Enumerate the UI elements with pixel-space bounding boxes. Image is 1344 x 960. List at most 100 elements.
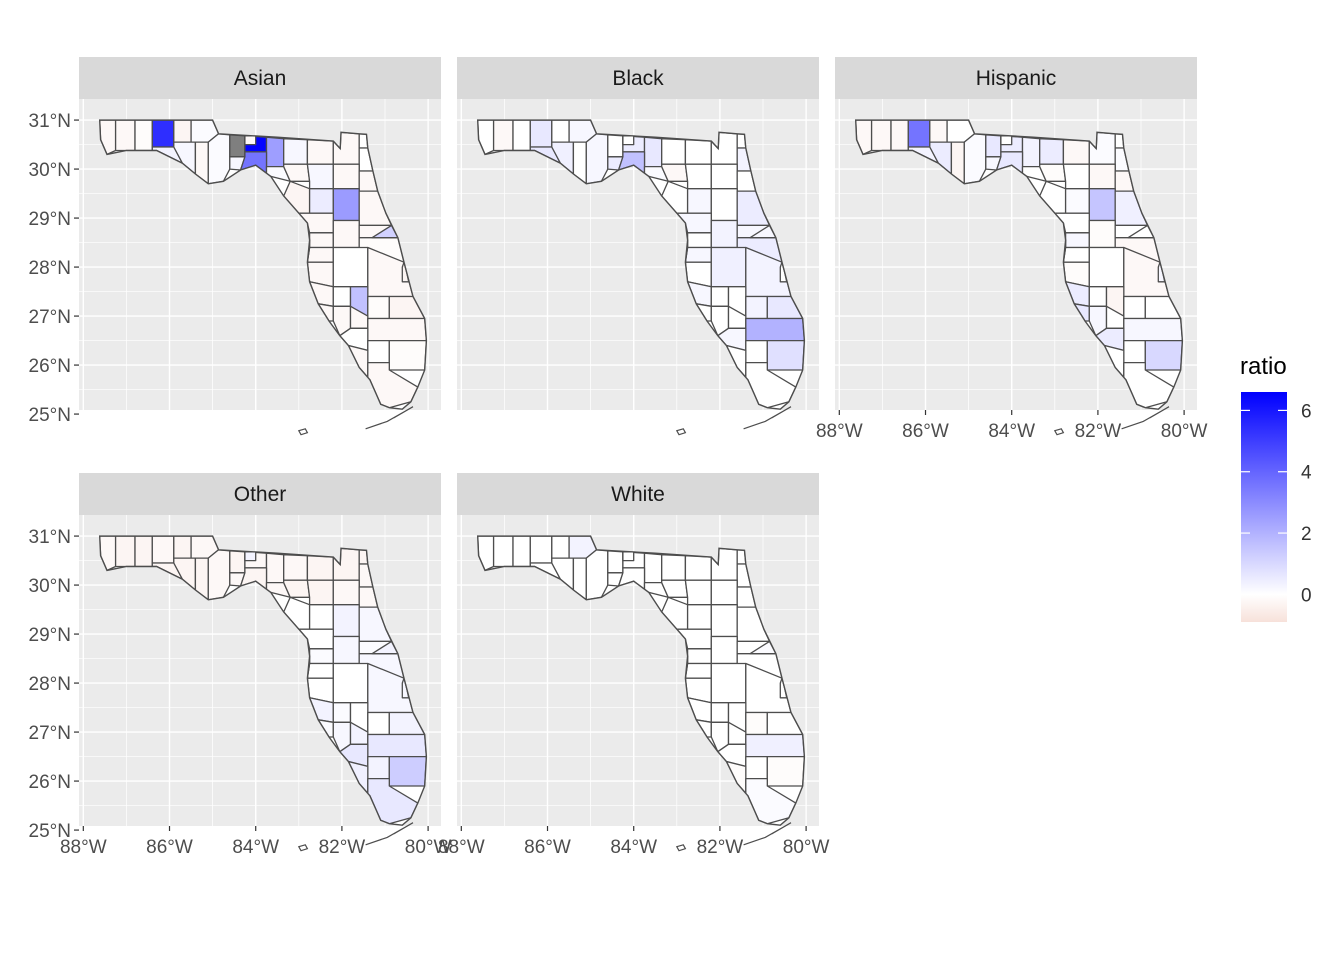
florida-keys [365, 822, 414, 846]
island-outline [1053, 428, 1065, 436]
county-polygon [207, 549, 231, 601]
county-polygon [1000, 135, 1013, 146]
county-polygon [283, 579, 311, 598]
county-polygon [1088, 163, 1116, 190]
facet-strip [835, 57, 1197, 99]
county-polygon [173, 536, 192, 559]
county-polygon [1064, 232, 1090, 249]
county-polygon [1123, 339, 1146, 364]
legend-tick-label: 4 [1301, 463, 1312, 484]
county-polygon [283, 554, 309, 581]
county-polygon [306, 662, 334, 679]
county-polygon [308, 648, 334, 665]
county-polygon [710, 188, 738, 222]
county-polygon [308, 604, 334, 630]
county-polygon [686, 648, 712, 665]
county-polygon [229, 550, 246, 574]
island-outline [675, 428, 687, 436]
island-outline [675, 844, 687, 852]
county-polygon [332, 286, 352, 307]
county-polygon [388, 755, 427, 787]
x-tick-label: 80°W [405, 837, 452, 858]
county-polygon [1062, 163, 1090, 190]
county-polygon [1088, 246, 1125, 288]
county-polygon [607, 134, 624, 158]
county-polygon [332, 662, 369, 704]
y-tick-label: 29°N [29, 209, 71, 230]
county-polygon [1088, 188, 1116, 222]
county-polygon [1039, 163, 1067, 182]
county-polygon [134, 120, 153, 152]
county-polygon [308, 232, 334, 249]
county-polygon [114, 536, 136, 568]
y-tick-label: 26°N [29, 772, 71, 793]
county-polygon [684, 163, 712, 190]
county-polygon [207, 133, 231, 185]
county-polygon [585, 549, 609, 601]
county-polygon [643, 136, 663, 168]
state-outline [98, 535, 428, 826]
county-polygon [367, 339, 390, 364]
county-polygon [367, 733, 427, 758]
county-polygon [332, 246, 369, 288]
county-polygon [1062, 246, 1090, 263]
county-polygon [332, 604, 360, 638]
county-layer [99, 120, 427, 410]
facet-strip [79, 473, 441, 515]
county-polygon [332, 702, 352, 723]
x-tick-label: 86°W [146, 837, 193, 858]
florida-keys [365, 406, 414, 430]
facet-panel-asian: Asian [79, 57, 441, 436]
county-polygon [684, 579, 712, 606]
county-polygon [512, 536, 531, 568]
facet-panel-hispanic: Hispanic [835, 57, 1197, 436]
florida-keys [743, 822, 792, 846]
x-tick-label: 84°W [232, 837, 279, 858]
county-polygon [985, 134, 1002, 158]
county-polygon [529, 120, 553, 148]
county-polygon [684, 662, 712, 679]
county-polygon [710, 662, 747, 704]
state-outline [98, 119, 428, 410]
county-polygon [283, 163, 311, 182]
x-tick-label: 88°W [60, 837, 107, 858]
county-polygon [963, 133, 987, 185]
county-polygon [745, 317, 805, 342]
x-tick-label: 80°W [1161, 421, 1208, 442]
county-polygon [1088, 286, 1108, 307]
y-tick-label: 28°N [29, 674, 71, 695]
county-polygon [710, 702, 730, 723]
county-polygon [332, 188, 360, 222]
x-tick-label: 88°W [438, 837, 485, 858]
county-polygon [1064, 188, 1090, 214]
facet-strip-label: Other [234, 483, 287, 506]
county-polygon [151, 536, 175, 564]
y-tick-label: 28°N [29, 258, 71, 279]
florida-keys [743, 406, 792, 430]
county-polygon [367, 711, 390, 736]
county-polygon [1123, 295, 1146, 320]
x-tick-label: 88°W [816, 421, 863, 442]
county-polygon [710, 286, 730, 307]
county-polygon [710, 163, 738, 190]
county-polygon [1062, 139, 1090, 165]
y-tick-label: 30°N [29, 160, 71, 181]
facet-strip-label: Asian [234, 67, 287, 90]
county-polygon [306, 163, 334, 190]
y-tick-label: 30°N [29, 576, 71, 597]
county-polygon [607, 550, 624, 574]
county-polygon [332, 579, 360, 606]
y-tick-label: 31°N [29, 111, 71, 132]
county-polygon [890, 120, 909, 152]
county-polygon [529, 536, 553, 564]
county-polygon [151, 120, 175, 148]
county-polygon [929, 120, 948, 143]
county-polygon [512, 120, 531, 152]
facet-strip-label: Hispanic [976, 67, 1057, 90]
county-polygon [745, 295, 768, 320]
facet-strip-label: White [611, 483, 665, 506]
x-tick-label: 82°W [319, 837, 366, 858]
x-tick-label: 82°W [697, 837, 744, 858]
facet-panel-black: Black [457, 57, 819, 436]
